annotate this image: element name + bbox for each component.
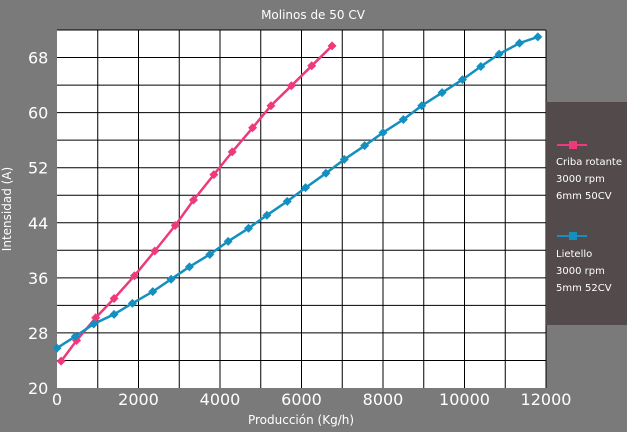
data-point [205,249,215,259]
data-point [282,196,292,206]
data-point [109,294,119,303]
legend: Criba rotante 3000 rpm 6mm 50CV Lietello… [546,102,627,325]
legend-text-1a: Criba rotante [556,157,622,168]
data-point [476,61,486,71]
data-point [360,141,370,151]
data-point [129,271,139,281]
data-point [244,223,254,233]
legend-text-2c: 5mm 52CV [556,283,612,294]
x-tick-label: 0 [52,390,62,409]
data-point [398,115,408,124]
series-layer [52,32,543,366]
data-point [189,195,199,205]
data-point [533,32,543,42]
x-tick-label: 6000 [281,390,322,409]
y-tick-label: 36 [28,269,48,288]
legend-text-2b: 3000 rpm [556,266,605,277]
chart-title: Molinos de 50 CV [261,8,366,22]
data-point [52,343,62,353]
legend-entry-1: Criba rotante 3000 rpm 6mm 50CV [556,141,622,202]
y-tick-label: 52 [28,159,48,178]
data-point [184,262,194,272]
y-tick-labels: 20 28 36 44 52 60 68 [28,49,48,398]
y-tick-label: 28 [28,324,48,343]
legend-marker-2 [569,232,577,240]
data-point [127,298,137,308]
x-tick-label: 8000 [363,390,404,409]
data-point [89,319,99,329]
data-point [378,128,388,138]
legend-text-1c: 6mm 50CV [556,191,612,202]
data-point [148,287,158,297]
legend-text-2a: Lietello [556,249,592,260]
data-point [109,309,119,319]
data-point [327,41,337,51]
data-point [321,168,331,178]
data-point [150,246,160,256]
data-point [262,210,272,220]
data-point [307,61,317,71]
x-tick-label: 10000 [439,390,490,409]
data-point [266,101,276,111]
data-point [339,154,349,164]
series-2 [52,32,543,353]
data-point [494,49,504,59]
x-tick-label: 12000 [521,390,572,409]
data-point [248,123,258,133]
data-point [166,274,176,284]
y-tick-label: 68 [28,49,48,68]
x-axis-title: Producción (Kg/h) [248,413,354,427]
y-tick-label: 60 [28,104,48,123]
data-point [223,236,233,246]
y-tick-label: 20 [28,379,48,398]
data-point [286,81,296,91]
x-tick-label: 4000 [200,390,241,409]
data-point [301,183,311,193]
data-point [227,147,237,157]
data-point [170,221,180,231]
data-point [417,101,427,111]
y-tick-label: 44 [28,214,48,233]
legend-text-1b: 3000 rpm [556,174,605,185]
legend-box [546,102,627,325]
legend-marker-1 [569,141,577,149]
data-point [70,331,80,341]
y-axis-title: Intensidad (A) [0,167,14,251]
series-line-2 [56,35,539,350]
data-point [515,38,525,48]
data-point [56,356,66,366]
legend-entry-2: Lietello 3000 rpm 5mm 52CV [556,232,612,294]
data-point [457,75,467,85]
x-tick-label: 2000 [118,390,159,409]
data-point [437,88,447,98]
x-tick-labels: 0 2000 4000 6000 8000 10000 12000 [52,390,572,409]
data-point [209,170,219,180]
series-1 [56,41,337,366]
